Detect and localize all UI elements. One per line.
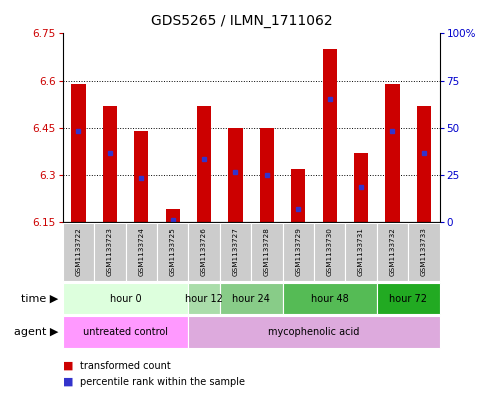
Text: GSM1133729: GSM1133729: [295, 228, 301, 276]
Bar: [417, 106, 431, 222]
Bar: [126, 223, 157, 281]
Bar: [260, 128, 274, 222]
Bar: [283, 223, 314, 281]
Text: GSM1133722: GSM1133722: [75, 228, 82, 276]
Text: hour 12: hour 12: [185, 294, 223, 304]
Bar: [345, 223, 377, 281]
Text: hour 48: hour 48: [311, 294, 349, 304]
Text: GSM1133730: GSM1133730: [327, 228, 333, 276]
Text: GSM1133724: GSM1133724: [138, 228, 144, 276]
Bar: [103, 106, 117, 222]
Text: hour 0: hour 0: [110, 294, 142, 304]
Text: GDS5265 / ILMN_1711062: GDS5265 / ILMN_1711062: [151, 14, 332, 28]
Bar: [63, 316, 188, 348]
Bar: [157, 223, 188, 281]
Text: hour 72: hour 72: [389, 294, 427, 304]
Text: agent ▶: agent ▶: [14, 327, 58, 337]
Bar: [377, 223, 408, 281]
Text: ■: ■: [63, 377, 73, 387]
Text: GSM1133725: GSM1133725: [170, 228, 176, 276]
Bar: [94, 223, 126, 281]
Text: GSM1133723: GSM1133723: [107, 228, 113, 276]
Bar: [251, 223, 283, 281]
Text: transformed count: transformed count: [80, 361, 170, 371]
Bar: [134, 131, 148, 222]
Bar: [228, 128, 242, 222]
Bar: [314, 223, 345, 281]
Text: GSM1133731: GSM1133731: [358, 228, 364, 276]
Text: GSM1133726: GSM1133726: [201, 228, 207, 276]
Bar: [63, 223, 94, 281]
Bar: [166, 209, 180, 222]
Bar: [323, 49, 337, 222]
Bar: [220, 283, 283, 314]
Bar: [220, 223, 251, 281]
Text: mycophenolic acid: mycophenolic acid: [268, 327, 360, 337]
Bar: [385, 84, 399, 222]
Bar: [354, 153, 368, 222]
Text: time ▶: time ▶: [21, 294, 58, 304]
Text: GSM1133727: GSM1133727: [232, 228, 239, 276]
Bar: [408, 223, 440, 281]
Bar: [71, 84, 85, 222]
Text: hour 24: hour 24: [232, 294, 270, 304]
Text: GSM1133732: GSM1133732: [389, 228, 396, 276]
Text: untreated control: untreated control: [83, 327, 168, 337]
Bar: [63, 283, 188, 314]
Bar: [188, 223, 220, 281]
Bar: [188, 316, 440, 348]
Text: ■: ■: [63, 361, 73, 371]
Text: percentile rank within the sample: percentile rank within the sample: [80, 377, 245, 387]
Bar: [197, 106, 211, 222]
Bar: [283, 283, 377, 314]
Bar: [291, 169, 305, 222]
Bar: [377, 283, 440, 314]
Text: GSM1133728: GSM1133728: [264, 228, 270, 276]
Bar: [188, 283, 220, 314]
Text: GSM1133733: GSM1133733: [421, 228, 427, 276]
